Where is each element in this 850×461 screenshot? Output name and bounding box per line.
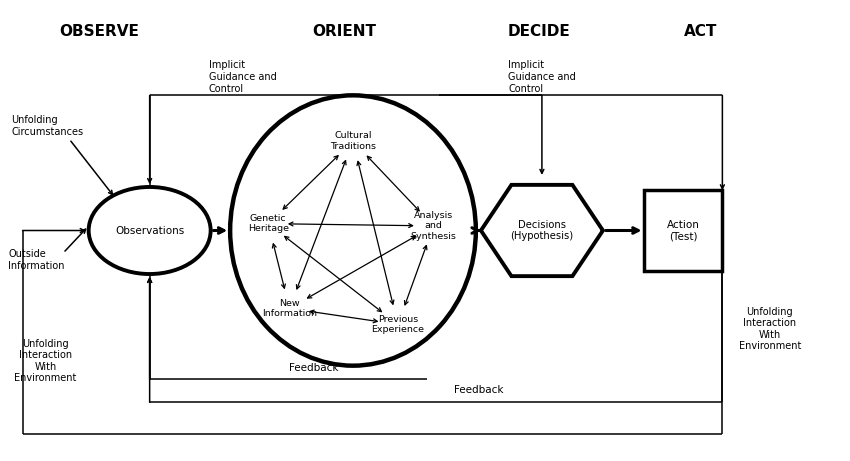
Text: Unfolding
Interaction
With
Environment: Unfolding Interaction With Environment	[739, 307, 801, 351]
Text: OBSERVE: OBSERVE	[59, 24, 139, 39]
Polygon shape	[481, 185, 603, 276]
Text: Genetic
Heritage: Genetic Heritage	[247, 214, 289, 233]
Text: Outside
Information: Outside Information	[8, 249, 65, 271]
Text: ORIENT: ORIENT	[313, 24, 377, 39]
Text: Implicit
Guidance and
Control: Implicit Guidance and Control	[209, 60, 277, 94]
Text: ACT: ACT	[683, 24, 717, 39]
Text: Analysis
and
Synthesis: Analysis and Synthesis	[411, 211, 456, 241]
FancyBboxPatch shape	[644, 190, 722, 271]
Text: New
Information: New Information	[262, 299, 317, 318]
Text: DECIDE: DECIDE	[508, 24, 570, 39]
Text: Unfolding
Interaction
With
Environment: Unfolding Interaction With Environment	[14, 339, 76, 384]
Text: Observations: Observations	[115, 225, 184, 236]
Text: Feedback: Feedback	[454, 385, 503, 396]
Ellipse shape	[230, 95, 476, 366]
Text: Feedback: Feedback	[289, 362, 338, 372]
Text: Decisions
(Hypothesis): Decisions (Hypothesis)	[510, 220, 574, 241]
Text: Unfolding
Circumstances: Unfolding Circumstances	[12, 115, 83, 137]
Text: Previous
Experience: Previous Experience	[371, 315, 424, 334]
Ellipse shape	[88, 187, 211, 274]
Text: Action
(Test): Action (Test)	[667, 220, 700, 241]
Text: Cultural
Traditions: Cultural Traditions	[330, 131, 376, 151]
Text: Implicit
Guidance and
Control: Implicit Guidance and Control	[508, 60, 575, 94]
